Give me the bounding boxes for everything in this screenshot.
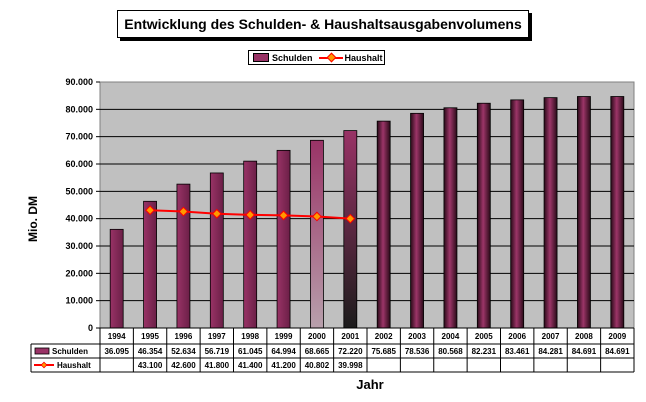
data-label-schulden: 75.685 bbox=[371, 347, 396, 356]
table-key-schulden bbox=[34, 347, 50, 355]
point-haushalt-1998 bbox=[245, 209, 256, 220]
bar-schulden-2004 bbox=[443, 107, 458, 329]
legend-label-schulden: Schulden bbox=[272, 52, 313, 63]
data-label-haushalt: 39.998 bbox=[338, 361, 363, 370]
data-label-schulden: 64.994 bbox=[271, 347, 296, 356]
data-label-schulden: 56.719 bbox=[205, 347, 230, 356]
chart-title: Entwicklung des Schulden- & Haushaltsaus… bbox=[117, 10, 529, 38]
line-series bbox=[145, 205, 356, 224]
x-tick-label: 2009 bbox=[608, 332, 626, 341]
point-haushalt-1997 bbox=[211, 208, 222, 219]
bar-schulden-1998 bbox=[243, 160, 258, 329]
y-tick-label: 10.000 bbox=[65, 296, 93, 306]
bar-schulden-1997 bbox=[209, 172, 224, 329]
data-label-schulden: 84.281 bbox=[538, 347, 563, 356]
bar-schulden-1999 bbox=[276, 149, 291, 329]
x-tick-label: 2007 bbox=[542, 332, 560, 341]
bar-schulden-2003 bbox=[410, 112, 424, 329]
legend-line-swatch bbox=[318, 53, 343, 62]
data-label-schulden: 82.231 bbox=[472, 347, 497, 356]
bar-schulden-2001 bbox=[343, 130, 358, 329]
bar-schulden-1996 bbox=[176, 183, 191, 329]
data-label-haushalt: 40.802 bbox=[305, 361, 330, 370]
bar-schulden-2006 bbox=[510, 99, 525, 329]
x-tick-label: 2000 bbox=[308, 332, 326, 341]
x-tick-label: 1998 bbox=[241, 332, 259, 341]
data-table: 1994 36.095 1995 46.354 43.100 1996 52.634 42.6… bbox=[30, 327, 635, 373]
data-label-haushalt: 43.100 bbox=[138, 361, 163, 370]
x-tick-label: 1996 bbox=[175, 332, 193, 341]
data-label-schulden: 46.354 bbox=[138, 347, 163, 356]
x-tick-label: 2002 bbox=[375, 332, 393, 341]
x-tick-label: 2001 bbox=[341, 332, 359, 341]
x-tick-label: 2004 bbox=[442, 332, 460, 341]
y-tick-label: 0 bbox=[88, 323, 93, 333]
x-axis-label: Jahr bbox=[356, 377, 384, 392]
y-tick-label: 60.000 bbox=[65, 159, 93, 169]
x-tick-label: 2008 bbox=[575, 332, 593, 341]
y-tick-label: 50.000 bbox=[65, 186, 93, 196]
data-label-haushalt: 41.800 bbox=[205, 361, 230, 370]
data-label-schulden: 61.045 bbox=[238, 347, 263, 356]
data-label-schulden: 84.691 bbox=[605, 347, 630, 356]
point-haushalt-1999 bbox=[278, 210, 289, 221]
x-tick-label: 2006 bbox=[508, 332, 526, 341]
point-haushalt-2001 bbox=[345, 213, 356, 224]
y-axis-label: Mio. DM bbox=[26, 196, 40, 242]
bar-schulden-1995 bbox=[143, 200, 157, 329]
bar-series bbox=[109, 96, 625, 329]
table-key-haushalt-marker bbox=[40, 361, 48, 369]
data-label-schulden: 84.691 bbox=[572, 347, 597, 356]
data-label-schulden: 78.536 bbox=[405, 347, 430, 356]
bar-schulden-2007 bbox=[543, 97, 558, 329]
bar-schulden-2005 bbox=[476, 102, 491, 329]
data-label-schulden: 68.665 bbox=[305, 347, 330, 356]
table-header-schulden: Schulden bbox=[52, 347, 88, 356]
bar-schulden-2008 bbox=[577, 96, 591, 329]
legend-label-haushalt: Haushalt bbox=[344, 52, 383, 63]
point-haushalt-1995 bbox=[145, 205, 156, 216]
x-tick-label: 1997 bbox=[208, 332, 226, 341]
data-label-schulden: 80.568 bbox=[438, 347, 463, 356]
y-tick-label: 90.000 bbox=[65, 77, 93, 87]
data-label-schulden: 83.461 bbox=[505, 347, 530, 356]
point-haushalt-1996 bbox=[178, 206, 189, 217]
data-label-schulden: 72.220 bbox=[338, 347, 363, 356]
y-tick-label: 30.000 bbox=[65, 241, 93, 251]
y-tick-label: 20.000 bbox=[65, 268, 93, 278]
data-label-haushalt: 41.400 bbox=[238, 361, 263, 370]
y-tick-label: 70.000 bbox=[65, 132, 93, 142]
data-label-schulden: 36.095 bbox=[104, 347, 129, 356]
y-tick-label: 80.000 bbox=[65, 104, 93, 114]
data-label-haushalt: 42.600 bbox=[171, 361, 196, 370]
data-label-schulden: 52.634 bbox=[171, 347, 196, 356]
y-tick-label: 40.000 bbox=[65, 214, 93, 224]
legend-bar-swatch bbox=[253, 53, 269, 62]
x-tick-label: 2003 bbox=[408, 332, 426, 341]
data-label-haushalt: 41.200 bbox=[271, 361, 296, 370]
point-haushalt-2000 bbox=[311, 211, 322, 222]
x-tick-label: 1994 bbox=[108, 332, 126, 341]
bar-schulden-2000 bbox=[310, 139, 324, 329]
x-tick-label: 1995 bbox=[141, 332, 159, 341]
x-tick-label: 1999 bbox=[275, 332, 293, 341]
bar-schulden-2002 bbox=[376, 120, 391, 329]
bar-schulden-2009 bbox=[610, 96, 625, 329]
x-tick-label: 2005 bbox=[475, 332, 493, 341]
y-axis-ticks: 0 10.000 20.000 30.000 40.000 50.000 60.000 70.… bbox=[65, 77, 100, 333]
legend: Schulden Haushalt bbox=[248, 50, 385, 65]
table-header-haushalt: Haushalt bbox=[57, 361, 91, 370]
bar-schulden-1994 bbox=[109, 228, 124, 329]
